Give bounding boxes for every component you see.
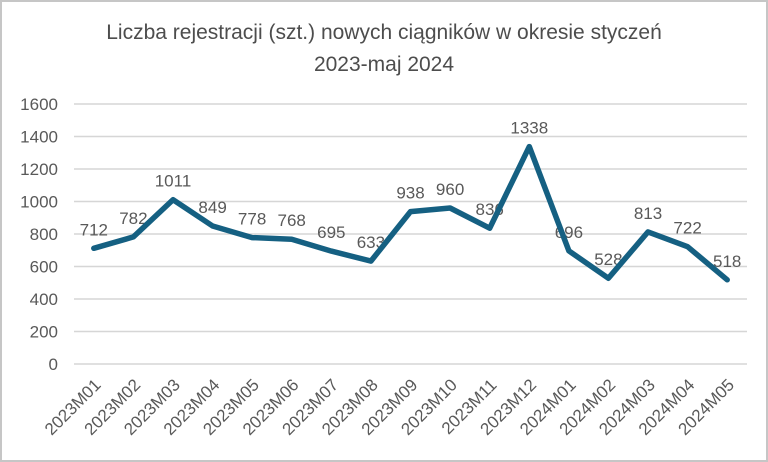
data-point-label: 813	[634, 204, 662, 223]
y-axis-label: 0	[49, 355, 58, 374]
y-axis-label: 1400	[20, 128, 58, 147]
y-axis-label: 600	[30, 258, 58, 277]
data-point-label: 782	[119, 209, 147, 228]
data-point-label: 712	[80, 220, 108, 239]
data-point-label: 778	[238, 210, 266, 229]
data-point-label: 1338	[510, 119, 548, 138]
series-line	[91, 143, 730, 283]
data-point-label: 722	[673, 219, 701, 238]
y-axis-label: 1000	[20, 193, 58, 212]
y-axis-label: 200	[30, 323, 58, 342]
y-axis-label: 400	[30, 290, 58, 309]
data-point-label: 960	[436, 180, 464, 199]
data-point-label: 633	[357, 233, 385, 252]
data-point-label: 528	[594, 250, 622, 269]
y-axis-label: 800	[30, 225, 58, 244]
data-point-label: 938	[396, 184, 424, 203]
data-point-label: 518	[713, 252, 741, 271]
data-point-label: 1011	[155, 172, 192, 191]
data-point-label: 849	[198, 198, 226, 217]
y-axis-label: 1600	[20, 95, 58, 114]
y-axis-label: 1200	[20, 160, 58, 179]
data-point-label: 695	[317, 223, 345, 242]
data-point-label: 768	[278, 211, 306, 230]
chart-title: Liczba rejestracji (szt.) nowych ciągnik…	[106, 21, 662, 76]
